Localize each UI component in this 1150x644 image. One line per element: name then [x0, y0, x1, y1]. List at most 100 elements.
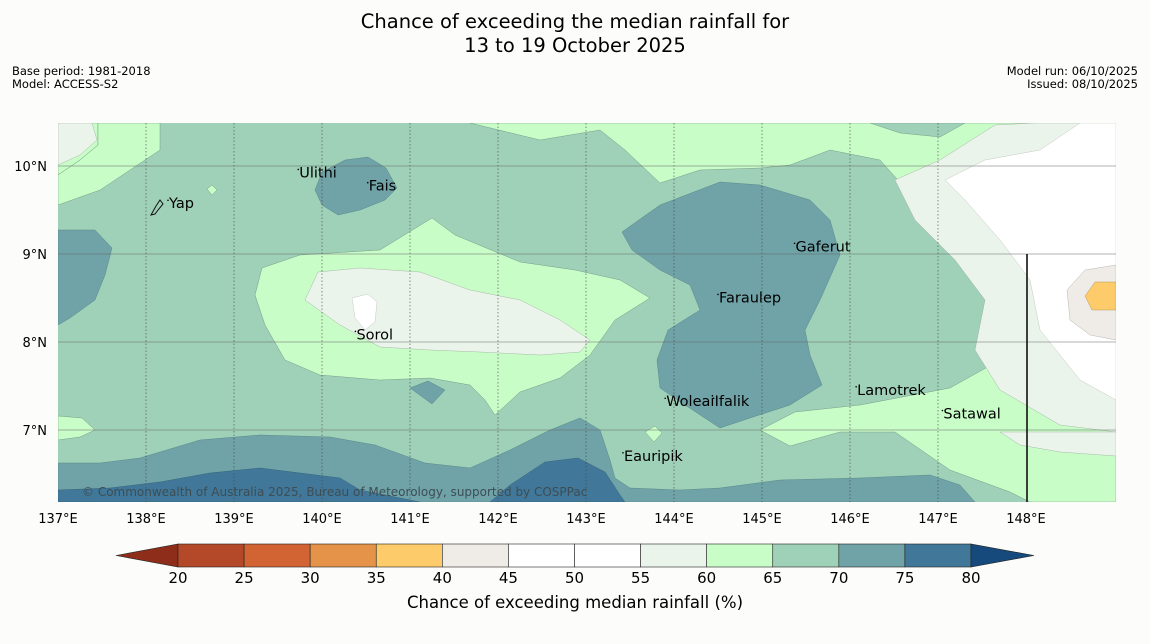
colorbar: 20 25 30 35 40 45 50 55 60 65 70 75 80: [115, 543, 1035, 587]
y-axis-labels: 10°N 9°N 8°N 7°N: [14, 160, 47, 439]
colorbar-tick-label: 80: [961, 569, 980, 587]
colorbar-extend-high: [970, 543, 1035, 568]
field-55-60-nw: [58, 123, 98, 166]
field-45-55-central: [351, 293, 378, 331]
colorbar-swatch: [442, 543, 509, 568]
colorbar-tick-label: 65: [763, 569, 782, 587]
model-name: Model: ACCESS-S2: [12, 77, 119, 91]
x-tick-label: 137°E: [38, 512, 78, 527]
colorbar-swatch: [640, 543, 707, 568]
x-axis-labels: 137°E 138°E 139°E 140°E 141°E 142°E 143°E 144°E…: [38, 512, 1046, 527]
field-60-65-nw2: [58, 123, 161, 206]
colorbar-tick-label: 75: [895, 569, 914, 587]
x-tick-label: 141°E: [390, 512, 430, 527]
field-60-65-east: [469, 123, 1116, 502]
x-tick-label: 145°E: [742, 512, 782, 527]
colorbar-swatch: [574, 543, 641, 568]
colorbar-tick-label: 45: [499, 569, 518, 587]
field-60-65-yap: [206, 184, 218, 196]
place-marker: [622, 452, 624, 454]
colorbar-swatch: [838, 543, 906, 568]
place-label: Ulithi: [299, 165, 337, 181]
base-period: Base period: 1981-2018: [12, 64, 151, 78]
x-tick-label: 146°E: [830, 512, 870, 527]
place-marker: [354, 330, 357, 333]
lat-gridlines: [58, 165, 1116, 431]
place-marker: [167, 199, 169, 202]
place-marker: [717, 293, 719, 296]
title-line-2: 13 to 19 October 2025: [464, 34, 686, 57]
x-tick-label: 138°E: [126, 512, 166, 527]
model-run: Model run: 06/10/2025: [1006, 64, 1138, 78]
x-tick-label: 147°E: [918, 512, 958, 527]
place-marker: [712, 397, 715, 400]
map-fields: [58, 123, 1116, 502]
gridlines: [145, 123, 939, 502]
place-label: Faraulep: [719, 290, 781, 306]
colorbar-swatch: [243, 543, 311, 568]
place-marker: [366, 181, 369, 184]
place-labels: Yap Ulithi Fais Gaferut Faraulep Sorol Woleai I…: [167, 165, 1001, 465]
x-tick-label: 142°E: [478, 512, 518, 527]
field-60-65-sw: [58, 415, 96, 441]
colorbar-swatch: [177, 543, 245, 568]
colorbar-extend-low: [115, 543, 179, 568]
place-label: Satawal: [943, 407, 1000, 423]
place-label: Lamotrek: [857, 383, 926, 399]
field-55-60-se: [999, 431, 1116, 457]
place-label: Yap: [168, 196, 194, 212]
x-tick-label: 144°E: [654, 512, 694, 527]
y-tick-label: 7°N: [23, 424, 48, 439]
map-title: Chance of exceeding the median rainfall …: [0, 10, 1150, 58]
colorbar-tick-label: 50: [565, 569, 584, 587]
place-label: Sorol: [356, 327, 393, 343]
meta-left: Base period: 1981-2018 Model: ACCESS-S2: [12, 65, 151, 91]
x-tick-label: 139°E: [214, 512, 254, 527]
place-label: Woleai: [666, 394, 714, 410]
y-tick-label: 10°N: [14, 160, 47, 175]
place-marker: [941, 409, 944, 412]
field-65-70-top: [869, 123, 966, 138]
place-marker: [664, 397, 666, 400]
place-marker: [855, 386, 857, 388]
field-70-75-fais: [314, 156, 398, 216]
colorbar-swatch: [706, 543, 774, 568]
yap-island: [150, 199, 164, 216]
x-tick-label: 148°E: [1006, 512, 1046, 527]
colorbar-swatch: [772, 543, 840, 568]
place-label: Fais: [369, 179, 396, 195]
colorbar-swatch: [508, 543, 575, 568]
field-35-40: [1084, 281, 1116, 311]
colorbar-tick-label: 35: [367, 569, 386, 587]
x-tick-label: 140°E: [302, 512, 342, 527]
colorbar-tick-label: 30: [301, 569, 320, 587]
field-75-80-southc: [489, 457, 626, 502]
colorbar-tick-label: 60: [697, 569, 716, 587]
colorbar-tick-label: 20: [168, 569, 187, 587]
copyright-notice: © Commonwealth of Australia 2025, Bureau…: [82, 485, 587, 499]
colorbar-tick-label: 70: [829, 569, 848, 587]
field-70-75-east: [621, 181, 841, 429]
field-45-55-east: [944, 123, 1116, 401]
colorbar-tick-label: 40: [433, 569, 452, 587]
issued-date: Issued: 08/10/2025: [1027, 77, 1138, 91]
y-tick-label: 8°N: [23, 336, 48, 351]
colorbar-swatch: [904, 543, 972, 568]
field-55-60-central: [304, 267, 591, 356]
place-label: Eauripik: [624, 449, 683, 465]
colorbar-swatch: [309, 543, 377, 568]
colorbar-label: Chance of exceeding median rainfall (%): [406, 593, 744, 612]
meta-right: Model run: 06/10/2025 Issued: 08/10/2025: [1007, 65, 1138, 91]
y-tick-label: 9°N: [23, 248, 48, 263]
place-marker: [297, 168, 300, 171]
colorbar-tick-label: 25: [235, 569, 254, 587]
place-label: Gaferut: [796, 239, 851, 255]
x-tick-label: 143°E: [566, 512, 606, 527]
field-70-75-sorol: [409, 380, 446, 405]
field-75-80-south: [58, 467, 421, 502]
colorbar-swatch: [375, 543, 443, 568]
title-line-1: Chance of exceeding the median rainfall …: [360, 10, 790, 33]
colorbar-tick-label: 55: [631, 569, 650, 587]
place-label: Ifalik: [715, 394, 750, 410]
